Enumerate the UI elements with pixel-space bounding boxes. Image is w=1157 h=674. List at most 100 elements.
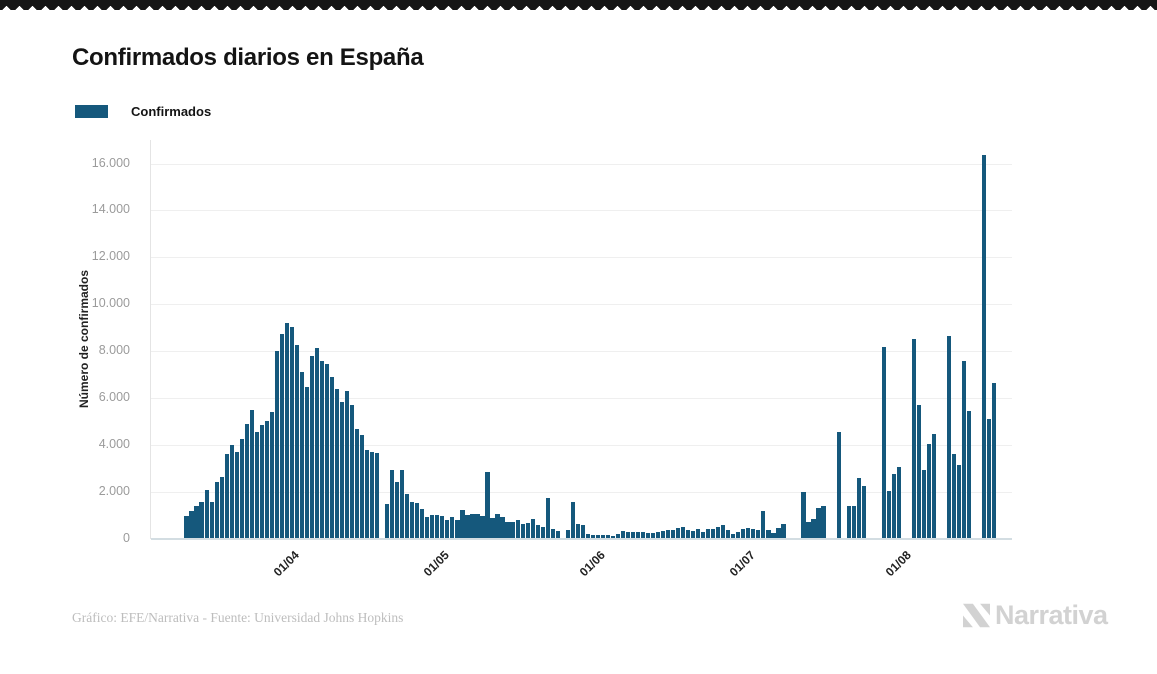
bar-day-156 <box>966 410 972 539</box>
gridline-16000 <box>151 163 1012 165</box>
bar-day-21 <box>289 327 294 539</box>
bar-day-25 <box>309 355 315 539</box>
bar-day-52 <box>445 520 450 539</box>
y-tick-label: 10.000 <box>91 296 130 311</box>
gridline-8000 <box>151 351 1012 353</box>
bar-day-26 <box>314 347 320 539</box>
y-tick-label: 12.000 <box>91 249 130 264</box>
bar-series <box>151 140 1012 539</box>
bar-day-17 <box>269 412 274 539</box>
gridline-2000 <box>151 492 1012 494</box>
bar-day-29 <box>329 377 335 539</box>
bar-day-37 <box>370 451 375 539</box>
bar-day-89 <box>630 531 636 539</box>
bar-day-109 <box>731 533 736 539</box>
bar-day-86 <box>615 534 621 539</box>
bar-day-42 <box>395 481 400 539</box>
bar-day-49 <box>430 514 435 539</box>
bar-day-55 <box>460 510 465 539</box>
gridline-4000 <box>151 445 1012 447</box>
bar-day-126 <box>816 508 821 539</box>
y-tick-label: 16.000 <box>91 155 130 170</box>
bar-day-160 <box>987 418 992 539</box>
bar-day-87 <box>620 531 626 539</box>
bar-day-78 <box>575 523 580 539</box>
bar-day-83 <box>600 535 605 539</box>
bar-day-84 <box>605 535 610 539</box>
bar-day-119 <box>781 523 786 539</box>
bar-day-72 <box>545 497 550 539</box>
y-tick-label: 4.000 <box>98 437 130 452</box>
bar-day-46 <box>415 503 420 539</box>
bar-day-115 <box>761 511 766 539</box>
torn-edge-decoration <box>0 0 1157 10</box>
bar-day-15 <box>259 425 264 539</box>
bar-day-142 <box>896 467 901 539</box>
bar-day-102 <box>696 528 701 539</box>
bar-day-45 <box>410 502 415 539</box>
bar-day-154 <box>956 464 962 539</box>
bar-day-20 <box>284 323 289 539</box>
plot-area <box>150 140 1012 540</box>
bar-day-10 <box>234 452 239 539</box>
bar-day-153 <box>951 453 957 539</box>
bar-day-71 <box>540 527 545 539</box>
bar-day-6 <box>214 482 219 539</box>
bar-day-114 <box>756 529 761 539</box>
bar-day-43 <box>400 469 405 539</box>
bar-day-80 <box>585 533 590 539</box>
bar-day-32 <box>344 391 350 539</box>
bar-day-145 <box>911 338 916 539</box>
y-tick-label: 8.000 <box>98 343 130 358</box>
bar-day-19 <box>279 333 284 539</box>
bar-day-113 <box>751 528 756 539</box>
bar-day-74 <box>555 531 560 539</box>
bar-day-79 <box>580 524 585 539</box>
bar-day-23 <box>299 372 305 539</box>
x-tick-label-01-07: 01/07 <box>726 548 759 580</box>
bar-day-67 <box>520 523 525 539</box>
bar-day-146 <box>916 404 921 539</box>
bar-day-95 <box>660 530 666 539</box>
bar-day-82 <box>595 534 600 539</box>
bar-day-53 <box>450 517 455 539</box>
bar-day-97 <box>671 530 676 539</box>
bar-day-54 <box>455 519 460 539</box>
bar-day-68 <box>525 522 530 539</box>
bar-day-16 <box>264 420 269 539</box>
y-tick-label: 6.000 <box>98 390 130 405</box>
bar-day-44 <box>405 494 410 539</box>
bar-day-28 <box>324 364 330 539</box>
bar-day-63 <box>500 517 505 539</box>
bar-day-96 <box>665 529 671 539</box>
bar-day-135 <box>861 486 866 539</box>
bar-day-124 <box>806 522 811 539</box>
bar-day-123 <box>801 492 806 539</box>
gridline-10000 <box>151 304 1012 306</box>
bar-day-139 <box>881 346 886 539</box>
x-tick-label-01-08: 01/08 <box>882 548 914 580</box>
bar-day-59 <box>480 516 485 539</box>
bar-day-125 <box>811 518 816 539</box>
bar-day-85 <box>610 535 616 539</box>
bar-day-24 <box>304 387 310 539</box>
bar-day-36 <box>365 449 370 539</box>
bar-day-27 <box>319 360 325 539</box>
bar-day-2 <box>194 506 199 539</box>
source-credit: Gráfico: EFE/Narrativa - Fuente: Univers… <box>72 610 404 625</box>
legend-swatch <box>75 105 108 118</box>
x-axis-tick-labels: 01/04 01/05 01/06 01/07 01/08 <box>150 542 1012 587</box>
bar-day-127 <box>821 506 826 539</box>
bar-day-12 <box>244 424 249 539</box>
bar-day-104 <box>706 529 711 539</box>
bar-day-1 <box>189 511 194 539</box>
bar-day-4 <box>204 490 209 539</box>
bar-day-70 <box>535 524 540 539</box>
bar-day-106 <box>716 527 721 539</box>
narrativa-logo-text: Narrativa <box>995 600 1108 630</box>
bar-day-22 <box>294 344 300 539</box>
bar-day-31 <box>339 401 345 539</box>
bar-day-147 <box>921 469 927 539</box>
bar-day-58 <box>475 514 480 539</box>
